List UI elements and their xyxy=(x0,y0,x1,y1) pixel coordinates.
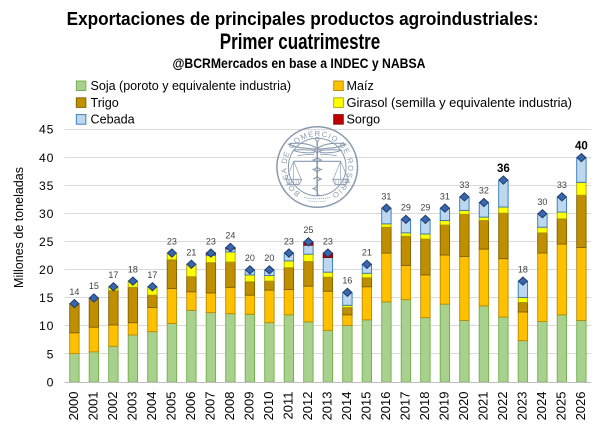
svg-text:Sorgo: Sorgo xyxy=(347,113,381,127)
svg-text:2013: 2013 xyxy=(320,392,335,421)
svg-text:24: 24 xyxy=(225,231,235,241)
svg-text:2014: 2014 xyxy=(339,392,354,421)
svg-text:15: 15 xyxy=(39,291,54,305)
svg-text:20: 20 xyxy=(39,263,54,277)
svg-text:0: 0 xyxy=(47,375,55,389)
svg-text:2006: 2006 xyxy=(183,392,198,421)
svg-text:29: 29 xyxy=(420,203,430,213)
svg-text:30: 30 xyxy=(537,197,547,207)
svg-text:2005: 2005 xyxy=(164,392,179,421)
svg-text:33: 33 xyxy=(557,180,567,190)
svg-text:2015: 2015 xyxy=(359,392,374,421)
svg-text:2011: 2011 xyxy=(281,392,296,420)
svg-text:17: 17 xyxy=(147,270,157,280)
svg-text:2020: 2020 xyxy=(456,392,471,421)
svg-text:31: 31 xyxy=(440,191,450,201)
svg-text:Soja (poroto y equivalente ind: Soja (poroto y equivalente industria) xyxy=(91,79,292,93)
svg-text:15: 15 xyxy=(89,281,99,291)
svg-text:21: 21 xyxy=(186,248,196,258)
svg-text:10: 10 xyxy=(39,319,54,333)
svg-text:2003: 2003 xyxy=(125,392,140,421)
svg-text:2009: 2009 xyxy=(242,392,257,421)
svg-text:36: 36 xyxy=(497,163,510,175)
svg-text:Trigo: Trigo xyxy=(91,96,119,110)
svg-text:18: 18 xyxy=(128,264,138,274)
svg-text:2026: 2026 xyxy=(573,392,588,421)
svg-text:2004: 2004 xyxy=(144,392,159,421)
svg-text:23: 23 xyxy=(206,236,216,246)
svg-text:40: 40 xyxy=(39,151,54,165)
svg-text:40: 40 xyxy=(575,140,588,152)
svg-text:2022: 2022 xyxy=(495,392,510,421)
svg-text:Girasol (semilla y equivalente: Girasol (semilla y equivalente industria… xyxy=(347,96,573,110)
svg-text:35: 35 xyxy=(39,179,54,193)
svg-text:5: 5 xyxy=(47,347,55,361)
svg-text:29: 29 xyxy=(401,203,411,213)
svg-text:31: 31 xyxy=(381,191,391,201)
svg-text:Millones de toneladas: Millones de toneladas xyxy=(12,167,26,288)
svg-text:20: 20 xyxy=(245,253,255,263)
svg-text:14: 14 xyxy=(69,287,79,297)
svg-text:2008: 2008 xyxy=(222,392,237,421)
svg-text:23: 23 xyxy=(323,236,333,246)
svg-text:2001: 2001 xyxy=(86,392,101,421)
svg-text:2019: 2019 xyxy=(437,392,452,421)
svg-text:2016: 2016 xyxy=(378,392,393,421)
svg-text:25: 25 xyxy=(303,225,313,235)
svg-text:45: 45 xyxy=(39,123,54,137)
svg-text:16: 16 xyxy=(342,276,352,286)
svg-text:2000: 2000 xyxy=(66,392,81,421)
svg-text:18: 18 xyxy=(518,264,528,274)
svg-text:2024: 2024 xyxy=(534,392,549,421)
svg-text:Primer cuatrimestre: Primer cuatrimestre xyxy=(220,30,380,55)
svg-text:33: 33 xyxy=(459,180,469,190)
svg-text:2023: 2023 xyxy=(515,392,530,421)
svg-text:21: 21 xyxy=(362,248,372,258)
svg-text:2002: 2002 xyxy=(105,392,120,421)
svg-text:Cebada: Cebada xyxy=(91,113,135,127)
svg-text:2012: 2012 xyxy=(300,392,315,421)
svg-text:25: 25 xyxy=(39,235,54,249)
svg-text:2018: 2018 xyxy=(417,392,432,421)
svg-text:2017: 2017 xyxy=(398,392,413,421)
svg-text:23: 23 xyxy=(167,236,177,246)
svg-text:2007: 2007 xyxy=(203,392,218,421)
svg-text:20: 20 xyxy=(264,253,274,263)
svg-text:17: 17 xyxy=(108,270,118,280)
svg-text:2021: 2021 xyxy=(476,392,491,421)
svg-text:Exportaciones de principales p: Exportaciones de principales productos a… xyxy=(67,8,539,29)
svg-text:2010: 2010 xyxy=(261,392,276,421)
svg-text:@BCRMercados en base a INDEC y: @BCRMercados en base a INDEC y NABSA xyxy=(172,55,425,71)
svg-text:2025: 2025 xyxy=(554,392,569,421)
svg-text:32: 32 xyxy=(479,186,489,196)
svg-text:23: 23 xyxy=(284,236,294,246)
svg-text:Maíz: Maíz xyxy=(347,79,374,93)
svg-text:30: 30 xyxy=(39,207,54,221)
